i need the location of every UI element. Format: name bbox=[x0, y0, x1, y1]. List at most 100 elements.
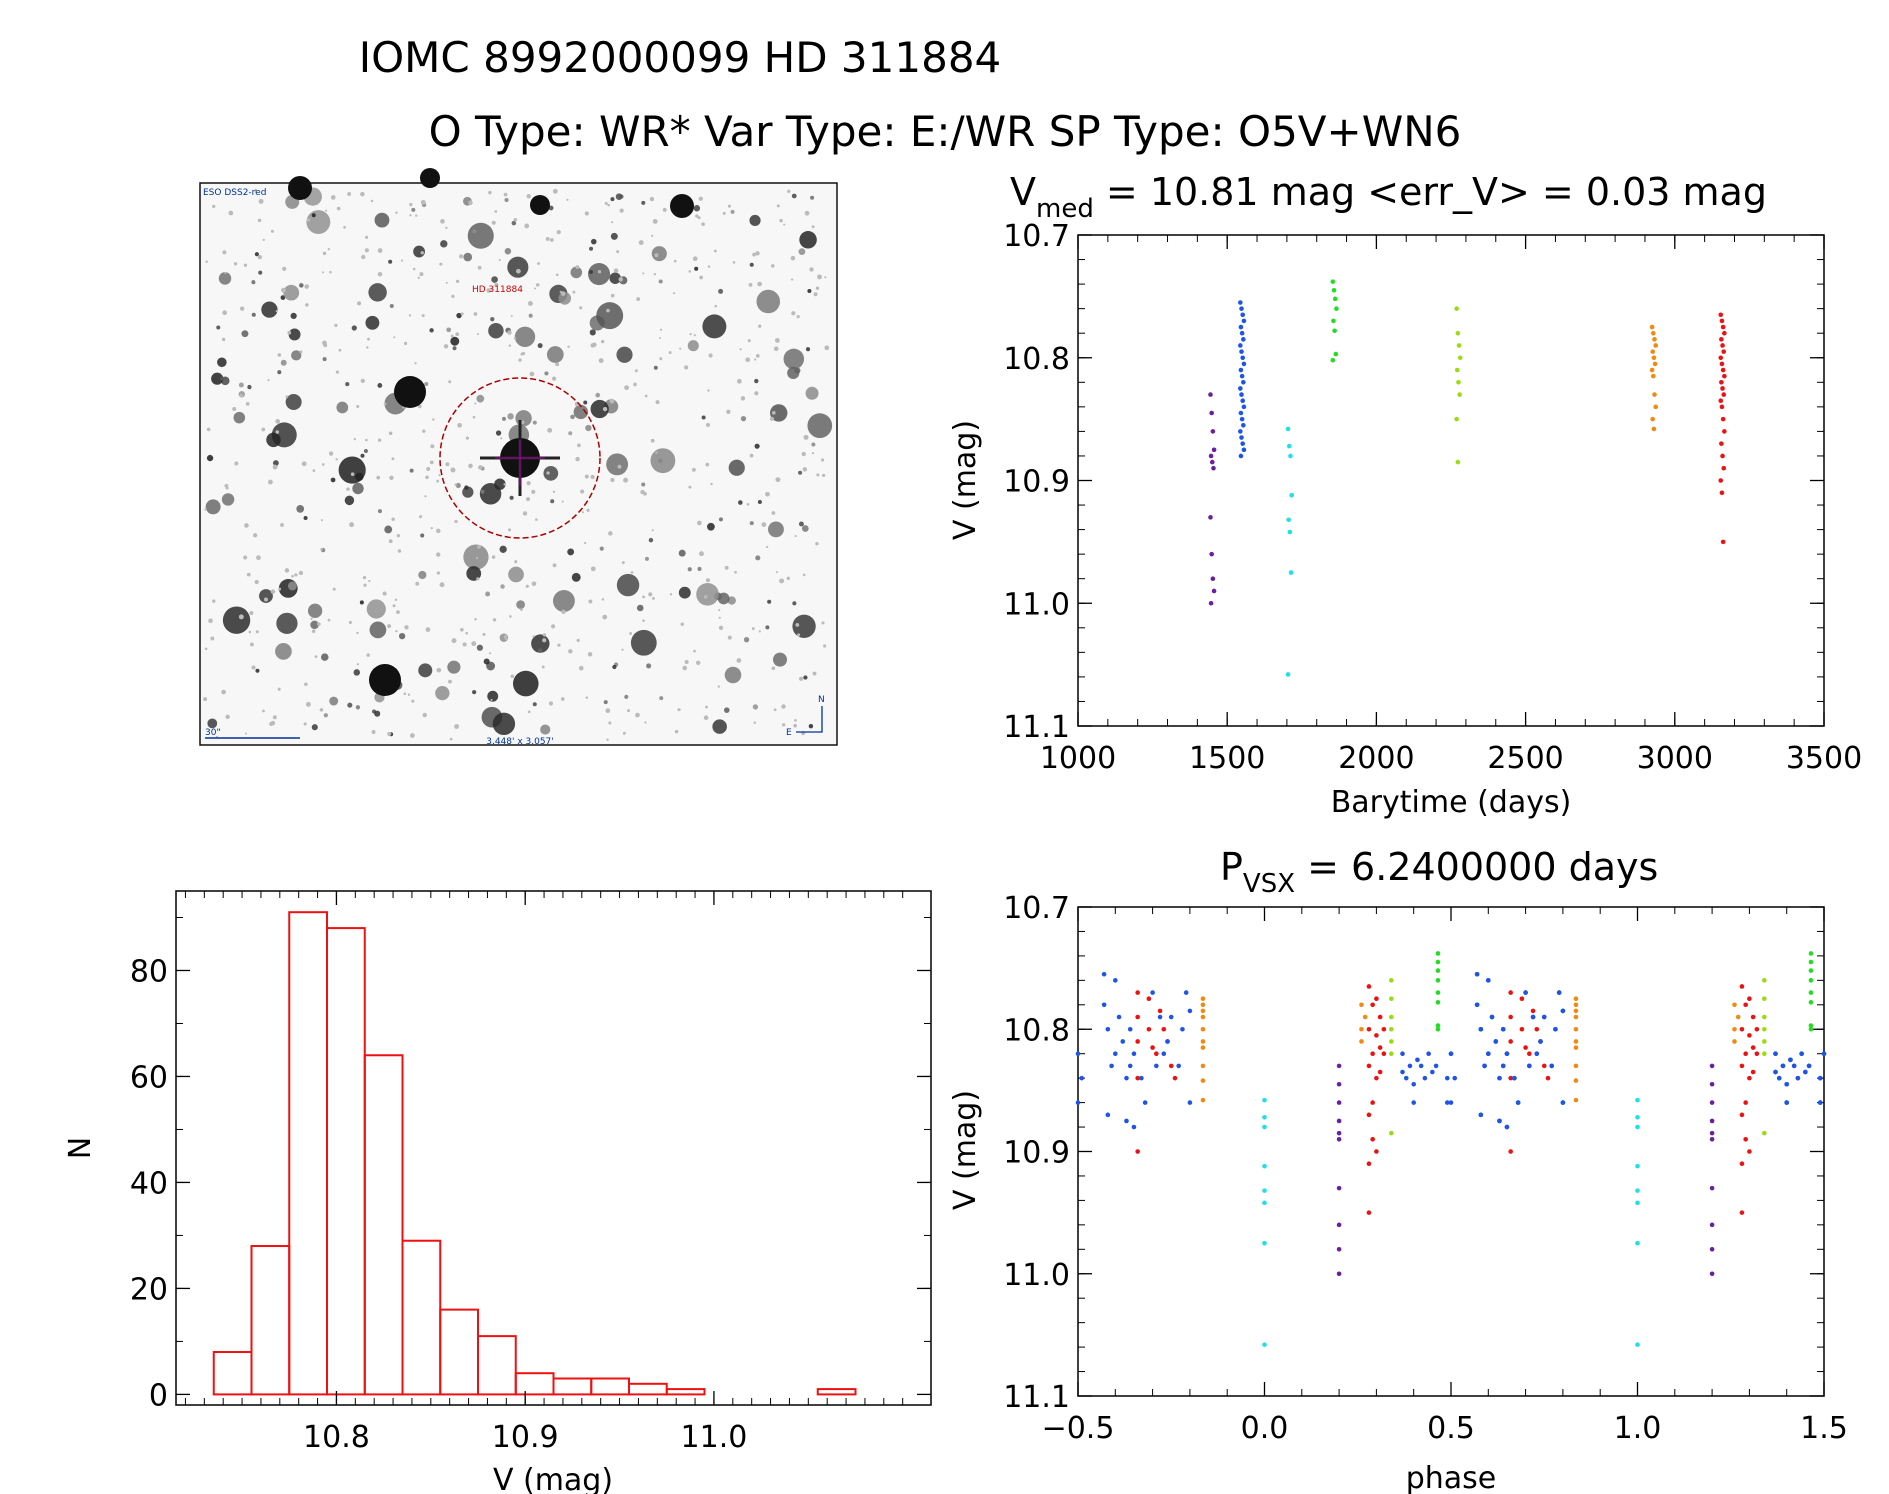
phased-point bbox=[1635, 1163, 1640, 1169]
faint-star bbox=[734, 570, 737, 574]
lightcurve-xtick-label: 2500 bbox=[1487, 741, 1563, 776]
faint-star bbox=[272, 715, 277, 720]
star bbox=[805, 386, 819, 400]
phased-point bbox=[1079, 1075, 1085, 1081]
faint-star bbox=[356, 404, 360, 409]
star bbox=[730, 209, 735, 214]
phased-point bbox=[1803, 1069, 1808, 1075]
faint-star bbox=[275, 430, 280, 434]
phased-point bbox=[1444, 1075, 1450, 1081]
star bbox=[568, 431, 573, 436]
faint-star bbox=[779, 578, 785, 584]
faint-star bbox=[572, 290, 576, 294]
star bbox=[610, 232, 618, 240]
lightcurve-point bbox=[1240, 312, 1246, 318]
lightcurve-point bbox=[1332, 296, 1338, 302]
faint-star bbox=[655, 400, 660, 405]
faint-star bbox=[508, 344, 512, 347]
phased-point bbox=[1739, 1112, 1745, 1118]
star bbox=[573, 404, 589, 420]
lightcurve-point bbox=[1240, 441, 1246, 446]
star bbox=[696, 582, 719, 606]
faint-star bbox=[527, 710, 531, 714]
phased-point bbox=[1573, 1008, 1579, 1014]
faint-star bbox=[304, 284, 310, 289]
phased-point bbox=[1523, 990, 1528, 995]
star bbox=[801, 525, 809, 532]
phased-point bbox=[1157, 1014, 1163, 1020]
faint-star bbox=[575, 456, 580, 462]
phased-point bbox=[1560, 1100, 1566, 1105]
faint-star bbox=[705, 705, 708, 709]
faint-star bbox=[811, 225, 815, 229]
faint-star bbox=[382, 591, 387, 596]
star bbox=[658, 279, 663, 284]
faint-star bbox=[580, 489, 585, 494]
lightcurve-ticks: 1000 1500 2000 2500 3000 3500 10.7 10.8 10.9 11.0… bbox=[1003, 219, 1862, 776]
faint-star bbox=[549, 238, 554, 242]
lightcurve-point bbox=[1649, 367, 1655, 373]
lightcurve-point bbox=[1241, 318, 1247, 324]
faint-star bbox=[797, 633, 801, 637]
phased-point bbox=[1541, 1063, 1547, 1069]
faint-star bbox=[602, 406, 608, 412]
faint-star bbox=[590, 474, 595, 480]
lightcurve-point bbox=[1238, 410, 1244, 416]
lightcurve-point bbox=[1239, 416, 1245, 422]
faint-star bbox=[270, 589, 276, 594]
faint-star bbox=[403, 692, 407, 695]
faint-star bbox=[568, 649, 573, 654]
lightcurve-point bbox=[1239, 306, 1244, 311]
lightcurve-point bbox=[1719, 337, 1724, 342]
star bbox=[258, 270, 263, 275]
bright-star bbox=[288, 176, 312, 200]
phased-point bbox=[1635, 1188, 1640, 1193]
faint-star bbox=[356, 663, 360, 666]
phased-point bbox=[1478, 1026, 1484, 1032]
lightcurve-point bbox=[1457, 355, 1463, 361]
faint-star bbox=[257, 255, 262, 260]
faint-star bbox=[758, 630, 761, 633]
star bbox=[630, 629, 657, 656]
faint-star bbox=[787, 189, 791, 193]
faint-star bbox=[243, 555, 248, 560]
faint-star bbox=[249, 642, 254, 647]
star bbox=[276, 612, 298, 634]
faint-star bbox=[269, 721, 274, 726]
phased-point bbox=[1508, 990, 1513, 995]
faint-star bbox=[552, 490, 556, 493]
phased-point bbox=[1389, 1039, 1394, 1044]
phased-point bbox=[1478, 1112, 1484, 1118]
star bbox=[479, 483, 502, 505]
phased-point bbox=[1754, 1051, 1760, 1056]
phased-point bbox=[1336, 1100, 1342, 1105]
faint-star bbox=[714, 304, 718, 308]
faint-star bbox=[425, 627, 431, 632]
star bbox=[452, 346, 457, 351]
lightcurve-ytick-label: 10.7 bbox=[1003, 219, 1070, 254]
star bbox=[429, 328, 434, 333]
star bbox=[345, 382, 350, 387]
faint-star bbox=[210, 636, 215, 641]
faint-star bbox=[510, 674, 515, 678]
phased-point bbox=[1415, 1057, 1420, 1063]
faint-star bbox=[751, 627, 755, 631]
phased-point bbox=[1135, 990, 1140, 995]
faint-star bbox=[222, 250, 227, 255]
faint-star bbox=[529, 371, 535, 377]
faint-star bbox=[746, 502, 750, 506]
faint-star bbox=[765, 491, 770, 497]
phased-point bbox=[1075, 1100, 1081, 1105]
lightcurve-point bbox=[1289, 492, 1294, 498]
lightcurve-point bbox=[1240, 398, 1246, 404]
faint-star bbox=[238, 614, 244, 620]
star bbox=[717, 592, 730, 605]
phased-point bbox=[1400, 1069, 1405, 1075]
faint-star bbox=[691, 467, 696, 472]
histogram-xtick-label: 11.0 bbox=[681, 1420, 748, 1455]
phased-point bbox=[1739, 1210, 1745, 1215]
faint-star bbox=[769, 416, 775, 421]
star bbox=[583, 400, 588, 405]
lightcurve-point bbox=[1210, 576, 1216, 581]
faint-star bbox=[688, 270, 692, 273]
